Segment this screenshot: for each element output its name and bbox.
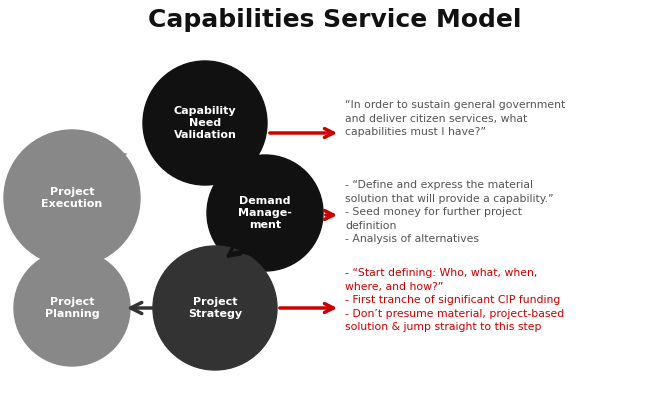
Text: Project
Strategy: Project Strategy bbox=[188, 297, 242, 319]
Text: Capabilities Service Model: Capabilities Service Model bbox=[148, 8, 522, 32]
Text: Project
Planning: Project Planning bbox=[45, 297, 99, 319]
Ellipse shape bbox=[4, 130, 140, 266]
Ellipse shape bbox=[14, 250, 130, 366]
Text: Capability
Need
Validation: Capability Need Validation bbox=[174, 106, 237, 140]
Text: Demand
Manage-
ment: Demand Manage- ment bbox=[238, 195, 292, 231]
Text: Project
Execution: Project Execution bbox=[42, 187, 103, 209]
Text: “In order to sustain general government
and deliver citizen services, what
capab: “In order to sustain general government … bbox=[345, 100, 565, 137]
Text: - “Start defining: Who, what, when,
where, and how?”
- First tranche of signific: - “Start defining: Who, what, when, wher… bbox=[345, 268, 564, 333]
Ellipse shape bbox=[207, 155, 323, 271]
Text: - “Define and express the material
solution that will provide a capability.”
- S: - “Define and express the material solut… bbox=[345, 180, 553, 244]
Ellipse shape bbox=[153, 246, 277, 370]
Ellipse shape bbox=[143, 61, 267, 185]
